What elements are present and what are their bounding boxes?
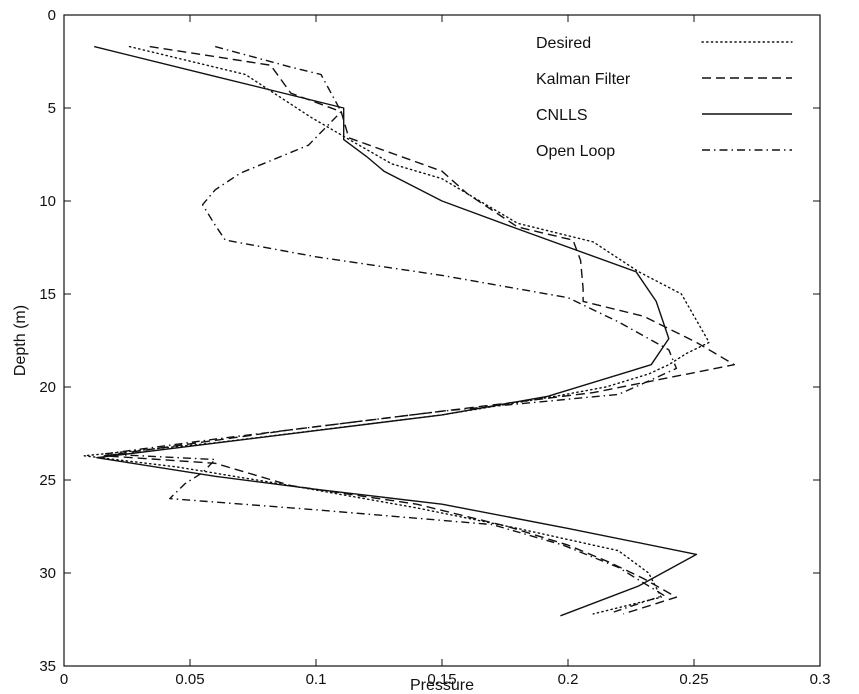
x-tick-label: 0.15 xyxy=(427,671,456,688)
series-line-kalman-filter xyxy=(103,45,735,615)
series-layer xyxy=(83,45,735,617)
legend: Desired Kalman Filter CNLLS Open Loop xyxy=(536,35,793,160)
x-axis-label: Pressure xyxy=(410,677,474,694)
x-tick-label: 0 xyxy=(60,671,68,688)
x-tick-label: 0.25 xyxy=(679,671,708,688)
y-tick-label: 35 xyxy=(39,658,56,675)
x-tick-label: 0.3 xyxy=(810,671,831,688)
x-tick-label: 0.05 xyxy=(175,671,204,688)
y-tick-label: 5 xyxy=(48,100,56,117)
y-tick-label: 30 xyxy=(39,565,56,582)
y-tick-label: 0 xyxy=(48,7,56,24)
series-line-cnlls xyxy=(94,45,698,617)
plot-frame xyxy=(63,14,821,667)
legend-label: CNLLS xyxy=(536,107,588,124)
series-line-desired xyxy=(83,45,710,615)
x-tick-label: 0.2 xyxy=(558,671,579,688)
tick-labels: 0 0.05 0.1 0.15 0.2 0.25 0.3 0 5 10 15 20 25 30 35 xyxy=(39,7,830,688)
x-tick-label: 0.1 xyxy=(306,671,327,688)
axis-ticks xyxy=(63,14,821,667)
y-axis-label: Depth (m) xyxy=(12,305,29,376)
y-tick-label: 10 xyxy=(39,193,56,210)
legend-label: Kalman Filter xyxy=(536,71,631,88)
legend-label: Open Loop xyxy=(536,143,615,160)
y-tick-label: 20 xyxy=(39,379,56,396)
y-tick-label: 25 xyxy=(39,472,56,489)
series-line-open-loop xyxy=(103,45,678,613)
y-tick-label: 15 xyxy=(39,286,56,303)
legend-label: Desired xyxy=(536,35,591,52)
